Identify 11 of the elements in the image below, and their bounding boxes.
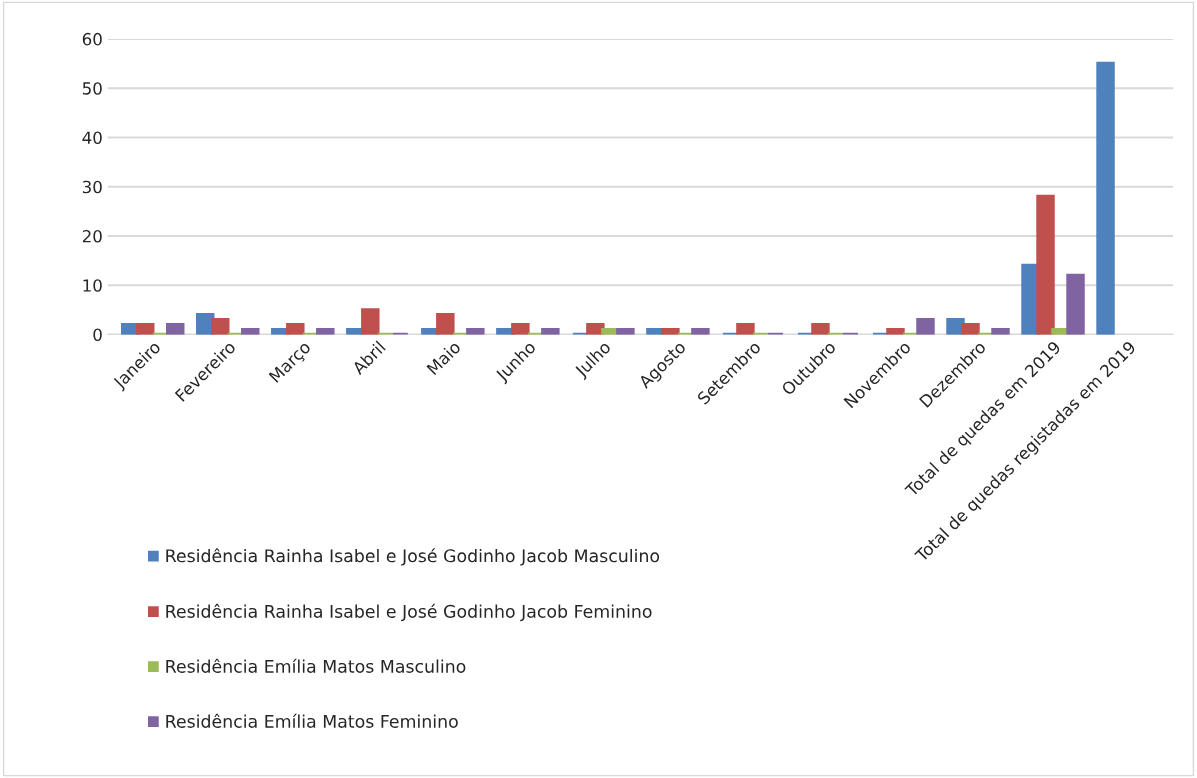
legend-label: Residência Rainha Isabel e José Godinho Jacob Feminino [166,603,652,622]
y-tick-label: 50 [82,82,102,95]
y-tick-label: 40 [82,131,102,145]
y-tick-label: 0 [93,328,102,342]
y-tick-label: 60 [82,32,102,46]
y-tick-label: 30 [82,180,102,194]
y-tick-label: 20 [82,229,102,243]
y-tick-label: 10 [83,279,102,292]
legend-label: Residência Emília Matos Masculino [166,658,466,673]
legend-label: Residência Emília Matos Feminino [166,713,458,728]
legend-label: Residência Rainha Isabel e José Godinho Jacob Masculino [166,548,660,566]
